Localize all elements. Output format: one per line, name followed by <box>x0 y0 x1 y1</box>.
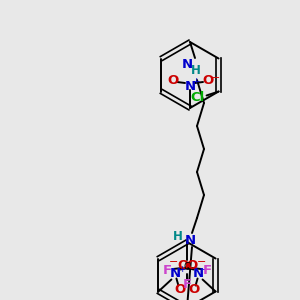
Text: O: O <box>167 74 178 88</box>
Text: O: O <box>202 74 214 88</box>
Text: +: + <box>192 77 200 86</box>
Text: C: C <box>184 262 190 272</box>
Text: O: O <box>175 283 186 296</box>
Text: O: O <box>177 259 188 272</box>
Text: F: F <box>202 263 211 277</box>
Text: N: N <box>182 58 193 71</box>
Text: Cl: Cl <box>190 91 205 104</box>
Text: +: + <box>178 265 185 274</box>
Text: F: F <box>182 278 192 292</box>
Text: F: F <box>162 263 172 277</box>
Text: H: H <box>173 230 183 242</box>
Text: N: N <box>184 233 196 247</box>
Text: N: N <box>184 80 196 92</box>
Text: +: + <box>201 265 208 274</box>
Text: H: H <box>191 64 201 76</box>
Text: O: O <box>188 283 199 296</box>
Text: N: N <box>170 267 181 280</box>
Text: N: N <box>193 267 204 280</box>
Text: −: − <box>197 256 206 266</box>
Text: −: − <box>211 73 221 83</box>
Text: O: O <box>187 259 198 272</box>
Text: −: − <box>169 256 178 266</box>
